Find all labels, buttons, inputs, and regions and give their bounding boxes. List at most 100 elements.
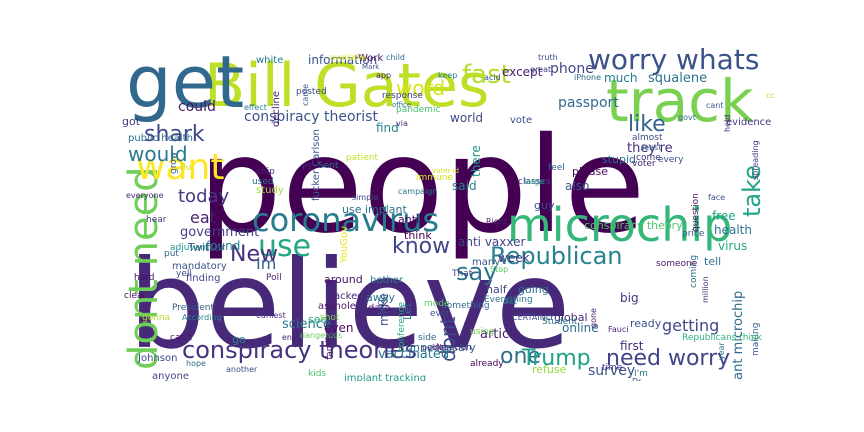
cloud-word-conference: conference bbox=[397, 301, 407, 352]
cloud-word-like: like bbox=[628, 112, 666, 137]
cloud-word-world: world bbox=[450, 111, 484, 125]
cloud-word-everyone: everyone bbox=[126, 191, 164, 200]
cloud-word-see: see bbox=[308, 313, 328, 326]
cloud-word-mandatory: mandatory bbox=[172, 261, 227, 272]
cloud-word-cant: cant bbox=[706, 101, 724, 110]
cloud-word-location: location bbox=[436, 343, 472, 353]
cloud-word-shark: shark bbox=[144, 122, 205, 147]
cloud-word-mark: Mark bbox=[362, 63, 380, 71]
cloud-word-vaccinated: vaccinated bbox=[378, 347, 450, 362]
cloud-word-bother: bother bbox=[370, 275, 403, 286]
cloud-word-first: first bbox=[620, 339, 644, 353]
cloud-word-flu: flu bbox=[180, 163, 192, 173]
cloud-word-i-m: I'm bbox=[634, 369, 648, 379]
cloud-word-chip: chip bbox=[256, 167, 275, 177]
cloud-word-response: response bbox=[382, 91, 423, 101]
cloud-word-vote: vote bbox=[510, 115, 533, 126]
cloud-word-adjuvant: adjuvant bbox=[170, 243, 210, 253]
cloud-word-fast: fast bbox=[462, 60, 511, 90]
cloud-word-go: go bbox=[232, 333, 246, 346]
cloud-word-except: except bbox=[502, 65, 543, 79]
cloud-word-faq: FAQ bbox=[377, 299, 386, 316]
cloud-word-unnecessary: unnecessary bbox=[406, 341, 476, 354]
cloud-word-would: would bbox=[128, 142, 188, 166]
cloud-word-republicans-think: Republicans think bbox=[682, 333, 762, 343]
cloud-word-end: end bbox=[282, 333, 298, 342]
cloud-word-online: online bbox=[562, 321, 599, 335]
cloud-word-many: many bbox=[472, 257, 501, 268]
cloud-word-simple: simple bbox=[352, 193, 379, 202]
cloud-word-found: found bbox=[206, 239, 241, 253]
cloud-word-health: health bbox=[714, 223, 752, 237]
cloud-word-global: global bbox=[554, 311, 588, 324]
cloud-word-finding: finding bbox=[186, 273, 221, 284]
cloud-word-tell: tell bbox=[704, 255, 722, 268]
cloud-word-come: come bbox=[636, 153, 661, 163]
cloud-word-use-implant: use implant bbox=[342, 203, 407, 216]
cloud-word-app: app bbox=[376, 71, 392, 80]
cloud-word-gonna: gonna bbox=[142, 313, 171, 323]
cloud-word-track: track bbox=[606, 67, 754, 135]
cloud-word-everything: Everything bbox=[484, 295, 533, 305]
cloud-word-stop: Stop bbox=[490, 265, 509, 274]
cloud-word-ready: ready bbox=[630, 317, 662, 330]
cloud-word-word: word bbox=[396, 76, 446, 100]
cloud-word-almost: almost bbox=[632, 133, 663, 143]
cloud-word-something: something bbox=[442, 301, 490, 311]
cloud-word-johnson: Johnson bbox=[138, 353, 178, 364]
cloud-word-microchip: microchip bbox=[507, 198, 733, 252]
cloud-word-half: half bbox=[486, 283, 507, 296]
cloud-word-came: came bbox=[301, 83, 310, 106]
cloud-word-big: big bbox=[620, 291, 639, 305]
cloud-word-time: time bbox=[602, 363, 623, 373]
cloud-word-week: week bbox=[498, 251, 530, 265]
cloud-word-around: around bbox=[324, 273, 363, 286]
cloud-word-said: said bbox=[452, 179, 477, 193]
cloud-word-twitter: Twitter bbox=[188, 241, 225, 254]
cloud-word-squalene: squalene bbox=[648, 71, 708, 86]
cloud-word-going: going bbox=[518, 283, 549, 296]
cloud-word-government: government bbox=[180, 225, 260, 240]
cloud-word-child: child bbox=[386, 53, 405, 62]
cloud-word-data: data bbox=[368, 303, 391, 314]
cloud-word-get: get bbox=[126, 44, 245, 124]
cloud-word-another: another bbox=[226, 365, 258, 374]
cloud-word-believe: believe bbox=[128, 234, 571, 376]
cloud-word-even: even bbox=[324, 321, 354, 335]
cloud-word-think: think bbox=[404, 229, 432, 242]
cloud-word-trump: Trump bbox=[522, 346, 591, 371]
cloud-word-right: Right bbox=[486, 217, 508, 226]
cloud-word-hope: hope bbox=[186, 359, 206, 368]
cloud-word-conspiracy-theories: conspiracy theories bbox=[182, 336, 417, 364]
cloud-word-family: family bbox=[325, 331, 335, 360]
cloud-word-yougov: YouGov bbox=[339, 225, 350, 263]
cloud-word-there: there bbox=[469, 145, 483, 177]
cloud-word-republican: Republican bbox=[490, 242, 623, 270]
cloud-word-that: That bbox=[452, 269, 473, 279]
cloud-word-find: find bbox=[376, 121, 399, 135]
cloud-word-act: Act bbox=[504, 297, 517, 306]
cloud-word-using: using bbox=[470, 327, 495, 337]
cloud-word-they-re: they're bbox=[627, 141, 673, 156]
cloud-word-available: available bbox=[330, 53, 367, 62]
cloud-word-im: Im bbox=[256, 254, 277, 273]
cloud-word-worry-whats: worry whats bbox=[588, 44, 760, 76]
word-cloud: people believe Bill Gates get track microchip… bbox=[122, 44, 774, 381]
cloud-word-anyone: anyone bbox=[152, 371, 189, 382]
cloud-word-gone: gone bbox=[589, 307, 598, 328]
cloud-word-yell: yell bbox=[176, 269, 192, 279]
cloud-word-study: study bbox=[256, 185, 284, 196]
cloud-word-dr: Dr bbox=[632, 378, 641, 382]
cloud-word-iphone: iPhone bbox=[574, 73, 602, 82]
cloud-word-acid: acid bbox=[484, 73, 501, 82]
cloud-word-anti-vaxxer: anti vaxxer bbox=[458, 235, 526, 249]
cloud-word-already: already bbox=[470, 359, 504, 369]
cloud-word-refuse: refuse bbox=[532, 363, 567, 376]
cloud-word-least: least bbox=[642, 143, 662, 152]
cloud-word-shot: shot bbox=[320, 313, 340, 323]
cloud-word-virus: virus bbox=[718, 239, 748, 253]
cloud-word-via: via bbox=[396, 119, 408, 128]
cloud-word-new: New bbox=[230, 242, 278, 267]
cloud-word-asshole: asshole bbox=[318, 301, 356, 312]
cloud-word-put: put bbox=[164, 249, 179, 259]
